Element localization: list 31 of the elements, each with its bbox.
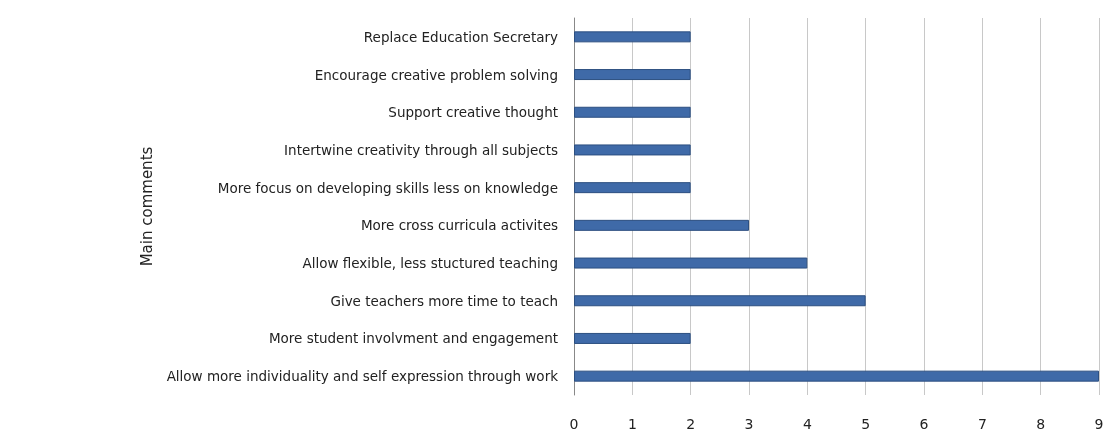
bar — [574, 332, 691, 344]
x-tick-label: 3 — [744, 416, 754, 432]
x-tick-label: 0 — [569, 416, 579, 432]
y-tick-label: More focus on developing skills less on knowledge — [217, 179, 558, 196]
bar — [574, 182, 691, 194]
x-tick-label: 9 — [1094, 416, 1104, 432]
bar — [574, 257, 808, 269]
y-tick-label: Intertwine creativity through all subjects — [284, 141, 558, 158]
bar — [574, 370, 1099, 382]
x-tick-label: 2 — [686, 416, 696, 432]
bar — [574, 31, 691, 43]
bar — [574, 106, 691, 118]
y-tick-label: Encourage creative problem solving — [314, 66, 558, 83]
bar — [574, 144, 691, 156]
y-tick-label: Replace Education Secretary — [363, 28, 559, 45]
bar — [574, 69, 691, 81]
x-tick-label: 7 — [977, 416, 987, 432]
y-tick-label: More student involvment and engagement — [268, 330, 558, 347]
x-tick-label: 8 — [1036, 416, 1046, 432]
y-tick-label: Allow more individuality and self expression through work — [166, 368, 559, 385]
x-tick-label: 5 — [861, 416, 871, 432]
bar — [574, 219, 749, 231]
x-tick-label: 4 — [802, 416, 812, 432]
x-tick-label: 1 — [627, 416, 637, 432]
y-tick-label: Support creative thought — [388, 104, 558, 121]
x-tick-label: 6 — [919, 416, 929, 432]
y-tick-label: Give teachers more time to teach — [330, 292, 558, 309]
y-tick-label: Allow flexible, less stuctured teaching — [302, 255, 558, 272]
bar — [574, 295, 866, 307]
y-axis-title: Main comments — [137, 146, 156, 267]
y-tick-label: More cross curricula activites — [360, 217, 558, 234]
